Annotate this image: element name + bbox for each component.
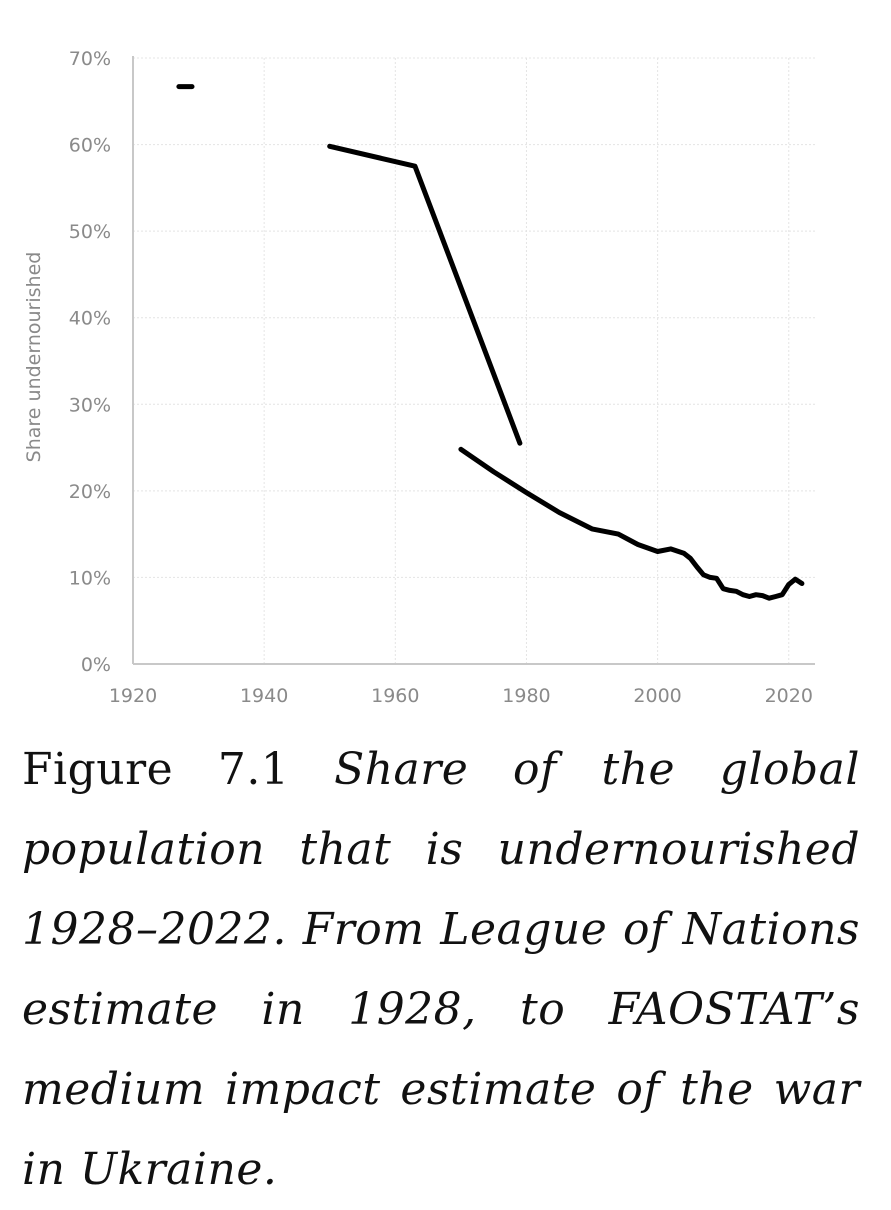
y-tick-label: 60%	[69, 135, 111, 157]
y-tick-label: 50%	[69, 221, 111, 243]
y-tick-label: 10%	[69, 567, 111, 589]
figure-caption: Figure 7.1 Share of the global populatio…	[22, 730, 860, 1210]
x-tick-label: 1920	[109, 685, 157, 707]
y-axis-title: Share undernourished	[23, 252, 45, 463]
series-line-2	[327, 143, 523, 446]
caption-text: Share of the global population that is u…	[22, 744, 860, 1195]
y-tick-label: 30%	[69, 394, 111, 416]
x-tick-label: 2000	[633, 685, 681, 707]
y-tick-label: 40%	[69, 308, 111, 330]
chart: 0% 10% 20% 30% 40% 50% 60% 70% 1920 1940 1960 1980 2…	[23, 48, 815, 707]
x-tick-label: 1980	[502, 685, 550, 707]
x-tick-label: 2020	[765, 685, 813, 707]
y-tick-label: 70%	[69, 48, 111, 70]
x-tick-label: 1960	[371, 685, 419, 707]
y-tick-label: 0%	[81, 654, 111, 676]
chart-svg: 0% 10% 20% 30% 40% 50% 60% 70% 1920 1940 1960 1980 2…	[23, 48, 815, 707]
y-tick-label: 20%	[69, 481, 111, 503]
series-line-3	[458, 446, 805, 601]
x-tick-label: 1940	[240, 685, 288, 707]
figure-label: Figure 7.1	[22, 744, 290, 795]
